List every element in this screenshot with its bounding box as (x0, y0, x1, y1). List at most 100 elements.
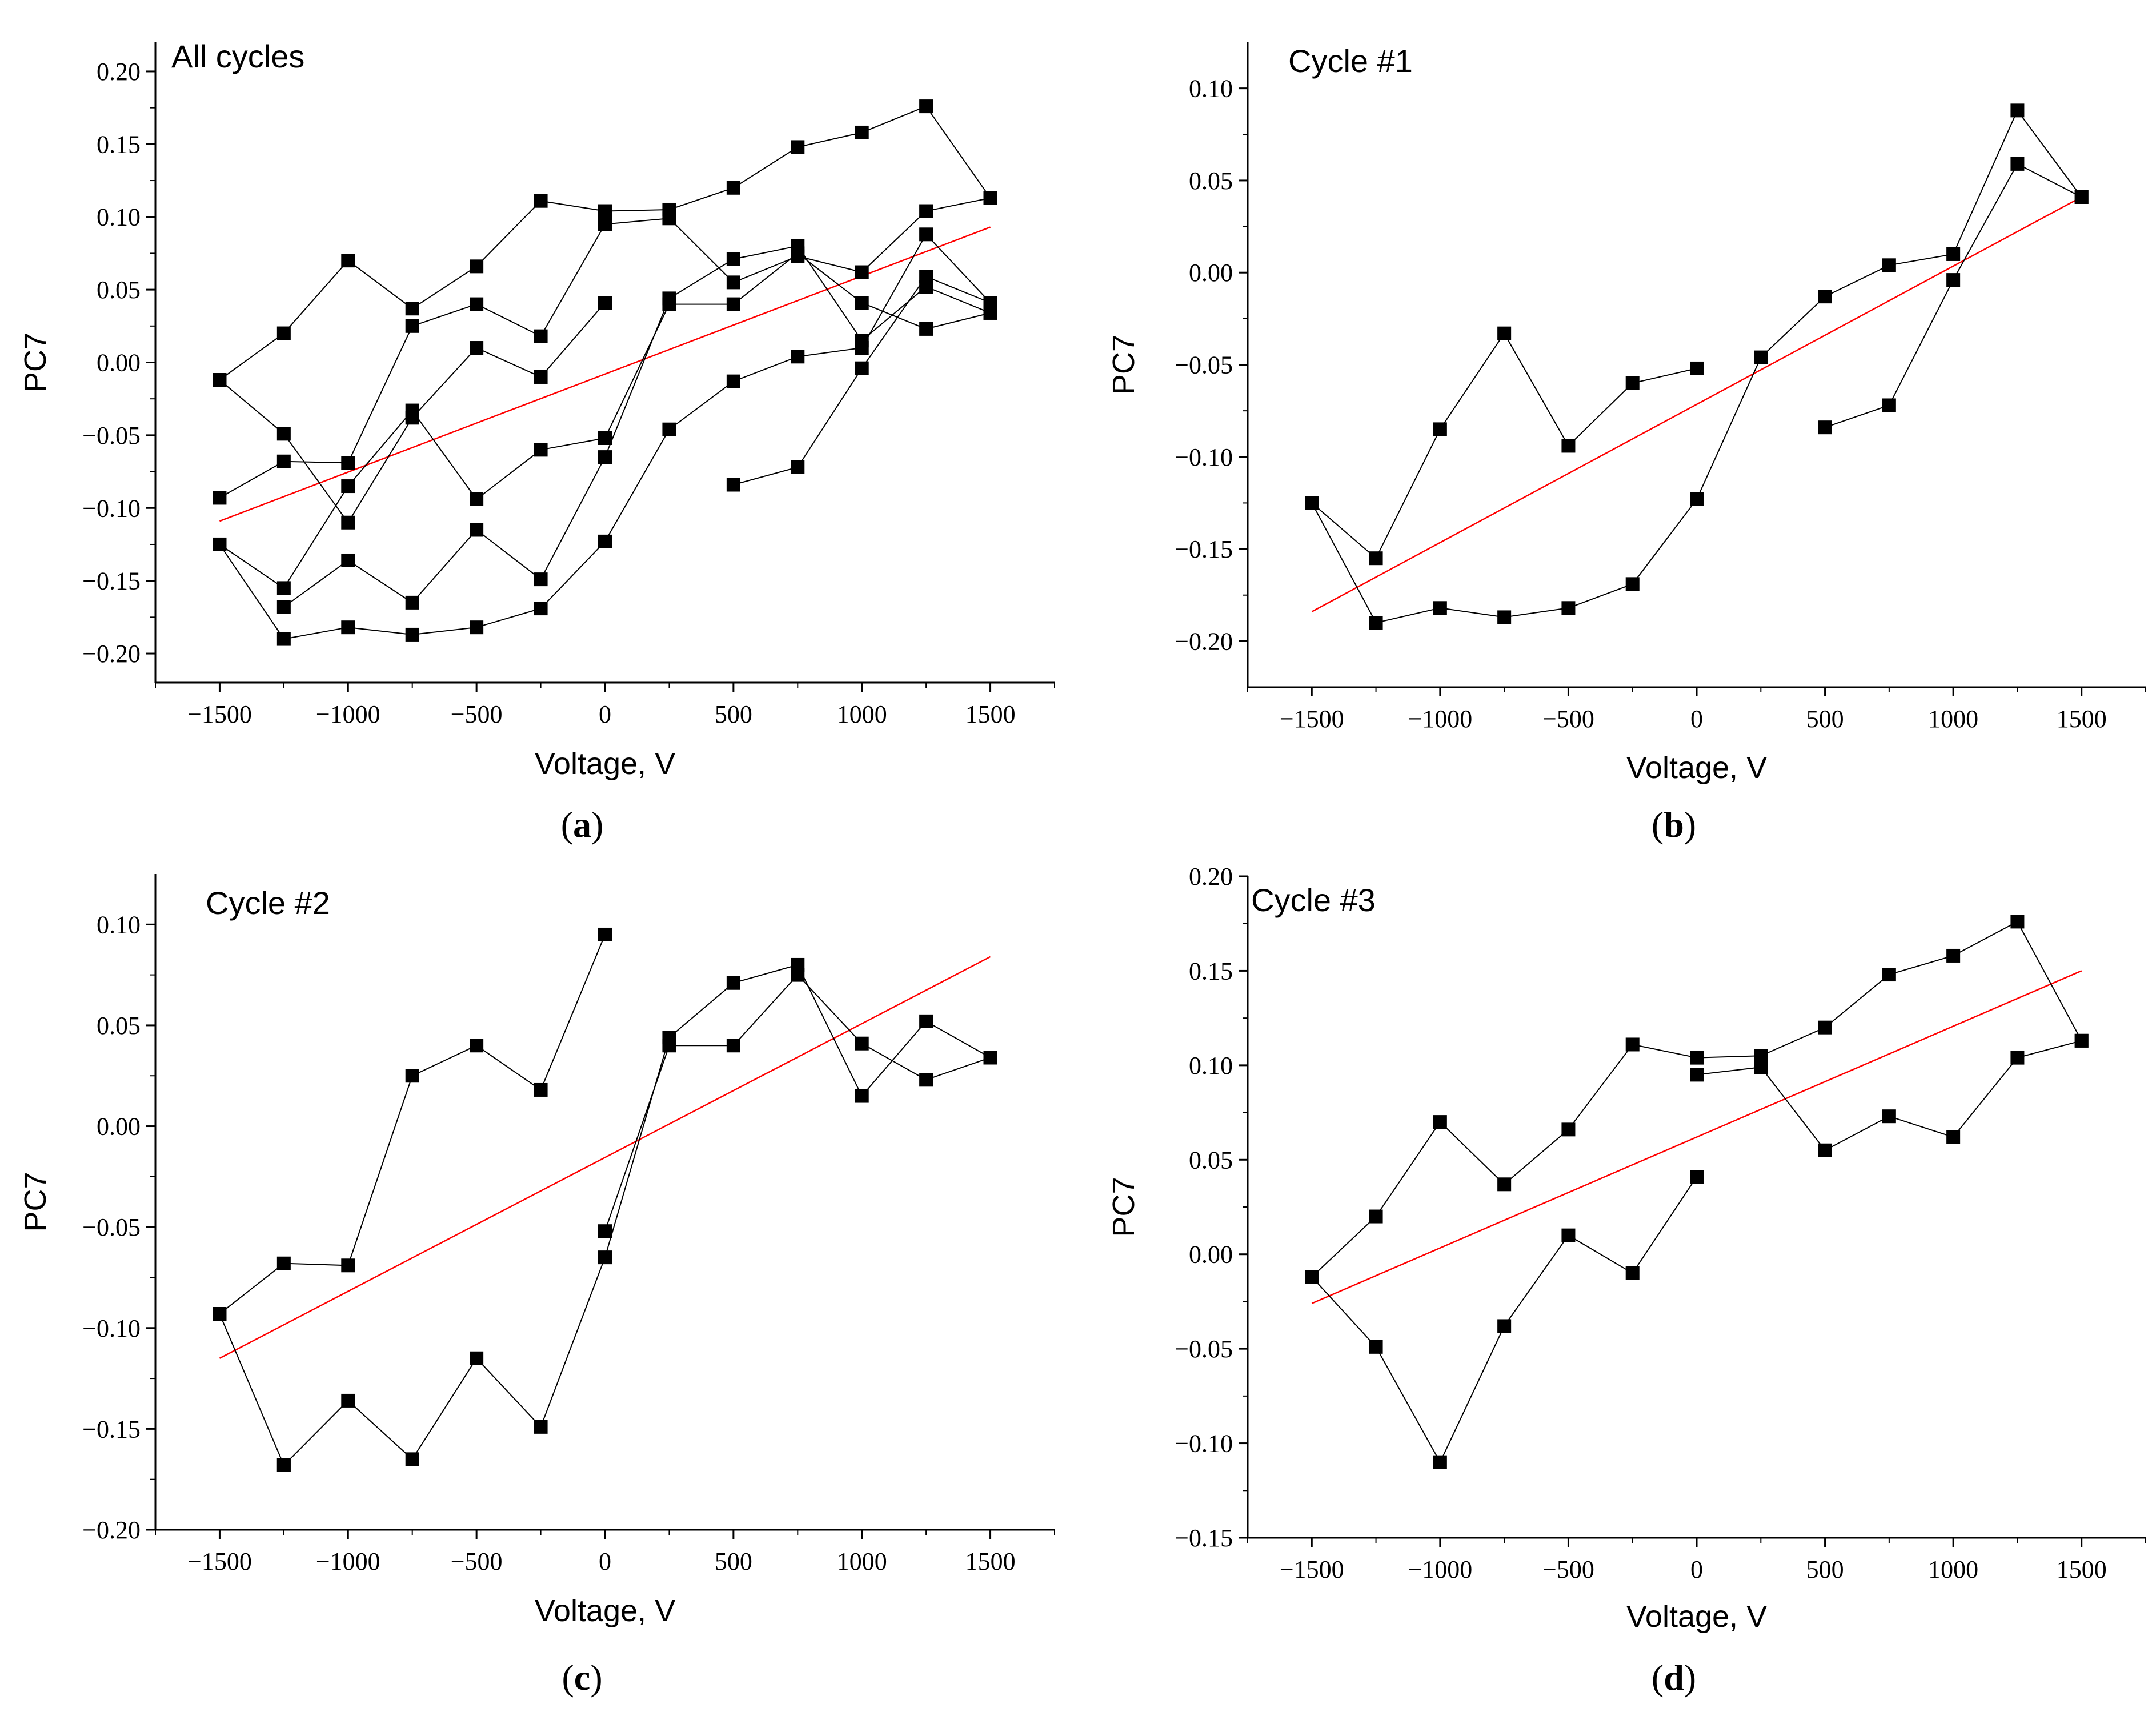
y-tick-label: −0.15 (1175, 535, 1233, 563)
data-point (726, 478, 740, 492)
y-tick-label: 0.00 (97, 349, 141, 377)
data-point (405, 411, 419, 425)
data-point (470, 259, 484, 274)
x-tick-label: −500 (451, 1547, 503, 1575)
data-point (855, 334, 869, 348)
data-point (341, 479, 355, 494)
data-point (341, 254, 355, 268)
y-tick-label: −0.10 (82, 494, 141, 522)
data-point (1433, 601, 1447, 615)
data-point (470, 492, 484, 506)
data-point (534, 1420, 548, 1434)
x-tick-label: −1000 (316, 700, 380, 728)
data-point (1305, 496, 1319, 510)
data-point (983, 1051, 997, 1065)
y-axis-title: PC7 (18, 332, 53, 392)
series-line (219, 1313, 284, 1466)
data-point (726, 181, 740, 195)
y-axis-title: PC7 (18, 1172, 53, 1232)
data-point (470, 620, 484, 635)
y-tick-label: 0.05 (97, 276, 141, 304)
data-point (662, 422, 676, 436)
data-point (213, 373, 227, 387)
y-tick-label: 0.10 (1189, 75, 1233, 103)
x-tick-label: −1000 (1408, 705, 1472, 733)
data-point (791, 350, 805, 364)
y-tick-label: −0.15 (82, 567, 141, 595)
x-axis-title: Voltage, V (1626, 1599, 1767, 1634)
data-point (2010, 103, 2025, 118)
fit-line (1311, 970, 2082, 1304)
data-point (470, 523, 484, 537)
data-point (662, 211, 676, 226)
data-point (405, 1452, 419, 1466)
data-point (919, 280, 933, 294)
data-point (213, 1307, 227, 1321)
x-tick-label: −500 (451, 700, 503, 728)
data-point (855, 265, 869, 279)
data-point (1625, 1037, 1640, 1052)
data-point (919, 204, 933, 218)
panel-title: Cycle #3 (1251, 882, 1376, 918)
data-point (1497, 1319, 1512, 1333)
data-point (983, 191, 997, 205)
panel-d: −1500 −1000 −500 0 500 1000 1500 −0.15 −0.10 −0.0… (1107, 863, 2146, 1698)
y-tick-label: −0.10 (82, 1314, 141, 1342)
data-point (1497, 1177, 1512, 1192)
data-point (1497, 326, 1512, 340)
panel-c: −1500 −1000 −500 0 500 1000 1500 −0.20 −0.15 −0.1… (18, 874, 1055, 1698)
data-point (1561, 439, 1576, 453)
data-point (276, 632, 291, 646)
y-tick-label: 0.20 (97, 58, 141, 86)
data-point (2010, 915, 2025, 929)
data-point (2074, 1033, 2089, 1048)
data-point (534, 329, 548, 343)
y-tick-label: 0.00 (97, 1113, 141, 1141)
x-tick-label: 500 (715, 1547, 752, 1575)
data-point (1690, 1170, 1704, 1184)
series-line (219, 105, 991, 380)
data-point (1625, 1266, 1640, 1280)
data-point (855, 1089, 869, 1103)
x-tick-label: 500 (1806, 1555, 1844, 1583)
data-point (1882, 968, 1896, 982)
y-tick-label: 0.00 (1189, 1241, 1233, 1269)
data-point (341, 1393, 355, 1408)
data-point (1818, 290, 1832, 304)
x-tick-label: −1500 (187, 1547, 252, 1575)
y-tick-label: 0.15 (1189, 957, 1233, 985)
data-point (1946, 948, 1961, 963)
data-point (726, 297, 740, 311)
x-tick-label: 1500 (2057, 1555, 2107, 1583)
panel-caption: (a) (561, 804, 604, 845)
data-point (1433, 422, 1447, 436)
y-tick-label: −0.05 (1175, 1335, 1233, 1363)
data-point (470, 1351, 484, 1365)
data-point (341, 553, 355, 567)
data-point (1754, 1060, 1768, 1074)
data-point (855, 296, 869, 310)
x-tick-label: 1500 (2057, 705, 2107, 733)
data-point (855, 1036, 869, 1051)
data-point (276, 1458, 291, 1472)
panel-title: Cycle #1 (1288, 43, 1413, 79)
data-point (662, 1039, 676, 1053)
x-tick-label: 1000 (837, 700, 887, 728)
data-point (470, 341, 484, 355)
data-point (405, 1069, 419, 1083)
x-tick-label: 1000 (1928, 1555, 1978, 1583)
data-point (1690, 1051, 1704, 1065)
data-point (534, 602, 548, 616)
data-point (1882, 1109, 1896, 1124)
data-point (1882, 258, 1896, 272)
data-point (598, 1250, 612, 1265)
y-axis-title: PC7 (1107, 335, 1141, 395)
fit-line (1311, 196, 2082, 612)
data-point (919, 1073, 933, 1087)
data-point (405, 319, 419, 333)
data-point (855, 361, 869, 375)
data-point (341, 456, 355, 470)
data-point (791, 460, 805, 474)
y-tick-label: 0.05 (1189, 167, 1233, 195)
